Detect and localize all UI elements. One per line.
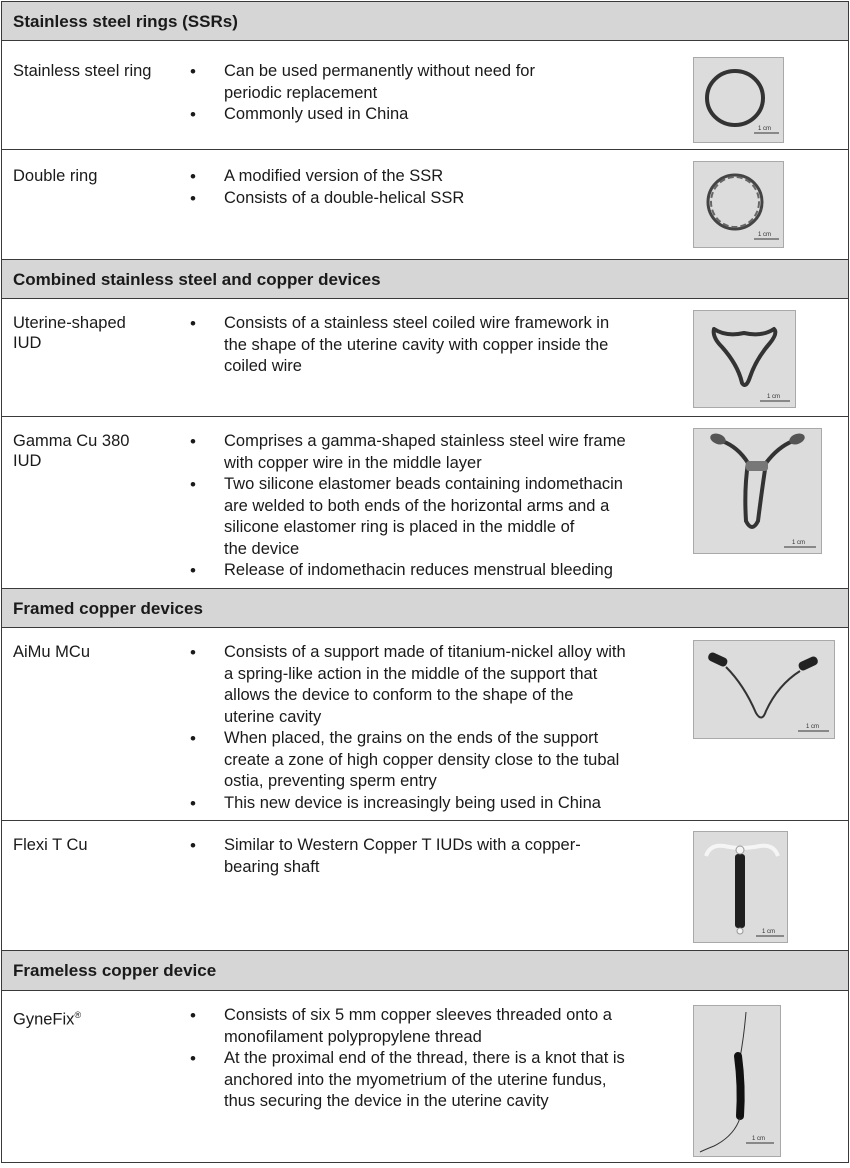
bullet-item: Commonly used in China — [190, 104, 670, 126]
device-photo-double-ring: 1 cm — [693, 161, 784, 248]
scale-label: 1 cm — [758, 126, 771, 132]
device-photo-aimu-mcu: 1 cm — [693, 640, 835, 739]
device-photo-gamma-cu-380: 1 cm — [693, 428, 822, 554]
bullet-item: This new device is increasingly being us… — [190, 793, 670, 815]
scale-label: 1 cm — [762, 929, 775, 935]
section-title: Framed copper devices — [13, 599, 203, 618]
row-flexi-t-cu: Flexi T Cu Similar to Western Copper T I… — [2, 820, 848, 950]
row-gamma-cu-380-iud: Gamma Cu 380 IUD Comprises a gamma-shape… — [2, 416, 848, 588]
row-gynefix: GyneFix® Consists of six 5 mm copper sle… — [2, 990, 848, 1162]
bullet-list: Consists of six 5 mm copper sleeves thre… — [190, 1005, 670, 1113]
section-title: Frameless copper device — [13, 961, 217, 980]
device-photo-flexi-t-cu: 1 cm — [693, 831, 788, 943]
bullet-item: A modified version of the SSR — [190, 166, 670, 188]
bullet-item: Release of indomethacin reduces menstrua… — [190, 560, 670, 582]
scale-label: 1 cm — [792, 540, 805, 546]
section-header-frameless: Frameless copper device — [2, 950, 848, 990]
bullet-list: A modified version of the SSR Consists o… — [190, 166, 670, 209]
row-stainless-steel-ring: Stainless steel ring Can be used permane… — [2, 40, 848, 149]
scale-label: 1 cm — [806, 724, 819, 730]
section-header-framed: Framed copper devices — [2, 588, 848, 627]
device-name: GyneFix® — [13, 1005, 81, 1030]
section-header-combined: Combined stainless steel and copper devi… — [2, 259, 848, 298]
bullet-item: Consists of a support made of titanium-n… — [190, 642, 670, 728]
row-uterine-shaped-iud: Uterine-shaped IUD Consists of a stainle… — [2, 298, 848, 416]
bullet-list: Similar to Western Copper T IUDs with a … — [190, 835, 670, 878]
scale-label: 1 cm — [752, 1136, 765, 1142]
section-header-ssr: Stainless steel rings (SSRs) — [2, 2, 848, 40]
row-aimu-mcu: AiMu MCu Consists of a support made of t… — [2, 627, 848, 820]
bullet-list: Can be used permanently without need for… — [190, 61, 670, 126]
device-name-text: GyneFix — [13, 1010, 75, 1029]
device-name: AiMu MCu — [13, 643, 91, 661]
device-name: Flexi T Cu — [13, 836, 88, 854]
bullet-item: Consists of six 5 mm copper sleeves thre… — [190, 1005, 670, 1048]
bullet-item: Can be used permanently without need for… — [190, 61, 670, 104]
registered-mark: ® — [74, 1010, 82, 1020]
section-title: Combined stainless steel and copper devi… — [13, 270, 381, 289]
bullet-item: Consists of a double-helical SSR — [190, 188, 670, 210]
device-name: Gamma Cu 380 IUD — [13, 432, 130, 470]
device-photo-uterine-shaped-iud: 1 cm — [693, 310, 796, 408]
bullet-item: Similar to Western Copper T IUDs with a … — [190, 835, 670, 878]
device-photo-gynefix: 1 cm — [693, 1005, 781, 1157]
device-name: Stainless steel ring — [13, 62, 152, 80]
device-name: Uterine-shaped IUD — [13, 314, 126, 352]
bullet-list: Comprises a gamma-shaped stainless steel… — [190, 431, 670, 582]
bullet-item: Two silicone elastomer beads containing … — [190, 474, 670, 560]
scale-label: 1 cm — [767, 394, 780, 400]
bullet-item: When placed, the grains on the ends of t… — [190, 728, 670, 793]
bullet-item: Consists of a stainless steel coiled wir… — [190, 313, 670, 378]
device-name: Double ring — [13, 167, 98, 185]
bullet-item: At the proximal end of the thread, there… — [190, 1048, 670, 1113]
row-double-ring: Double ring A modified version of the SS… — [2, 149, 848, 259]
bullet-list: Consists of a support made of titanium-n… — [190, 642, 670, 814]
bullet-item: Comprises a gamma-shaped stainless steel… — [190, 431, 670, 474]
bullet-list: Consists of a stainless steel coiled wir… — [190, 313, 670, 378]
section-title: Stainless steel rings (SSRs) — [13, 12, 238, 31]
device-photo-stainless-steel-ring: 1 cm — [693, 57, 784, 143]
scale-label: 1 cm — [758, 232, 771, 238]
